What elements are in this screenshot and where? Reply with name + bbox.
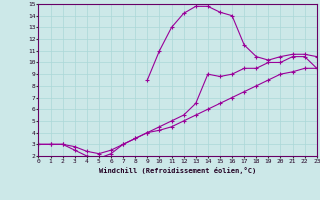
X-axis label: Windchill (Refroidissement éolien,°C): Windchill (Refroidissement éolien,°C) <box>99 167 256 174</box>
